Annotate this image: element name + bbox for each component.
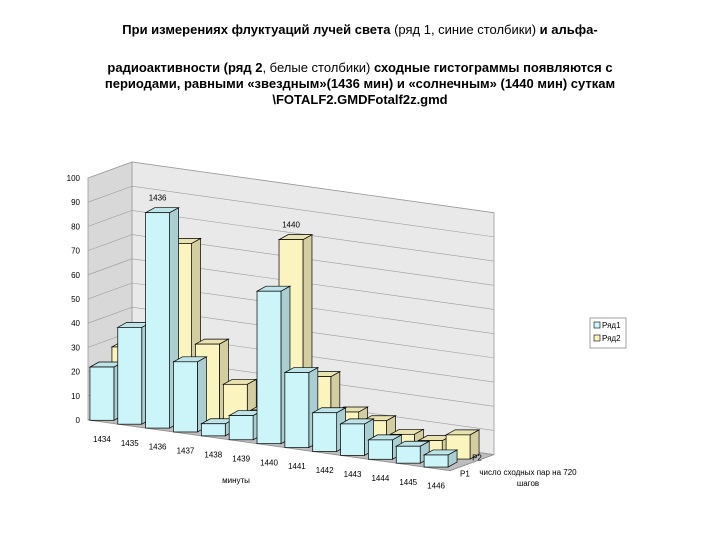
bar-front: [256, 290, 282, 445]
y-tick-label: 100: [67, 174, 81, 183]
bar-front: [423, 454, 449, 468]
gridline: [87, 258, 495, 310]
y-tick-label: 30: [71, 343, 80, 352]
bar-front: [200, 423, 226, 437]
bar-ряд1: [172, 356, 208, 433]
x-tick-label: 1437: [177, 447, 195, 456]
x-tick-label: 1446: [427, 482, 445, 491]
title-line-2: радиоактивности (ряд 2, белые столбики) …: [0, 60, 720, 76]
bar-ряд2: [444, 429, 481, 460]
title-line-1-plain: (ряд 1, синие столбики): [390, 22, 540, 37]
y-tick-label: 80: [71, 222, 80, 231]
y-tick-label: 40: [71, 319, 80, 328]
title-line-1-bold: При измерениях флуктуаций лучей света: [122, 22, 391, 37]
chart-bars: [88, 207, 481, 468]
chart-legend: Ряд1 Ряд2: [589, 317, 627, 349]
bar-ряд1: [283, 366, 320, 449]
x-tick-label: 1445: [399, 478, 417, 487]
bar-front: [312, 412, 338, 452]
y-tick-label: 70: [71, 247, 80, 256]
gridline: [87, 234, 495, 286]
title-line-2-bold-end: сходные гистограммы появляются с: [373, 60, 613, 75]
gridline: [87, 282, 495, 334]
bar-ряд1: [394, 440, 431, 464]
title-line-1-bold-end: и альфа-: [539, 22, 598, 37]
bar-front: [228, 415, 254, 441]
x-tick-label: 1436: [149, 443, 167, 452]
x-tick-label: 1439: [232, 454, 250, 463]
depth-tick-label: P1: [460, 470, 470, 479]
title-line-2-plain: , белые столбики): [262, 60, 374, 75]
title-line-3: периодами, равными «звездным»(1436 мин) …: [104, 76, 616, 91]
annotation-label: 1436: [149, 193, 167, 202]
legend-swatch: [593, 334, 601, 342]
y-tick-label: 60: [71, 271, 80, 280]
x-axis-title: минуты: [222, 476, 250, 485]
bar-front: [173, 361, 198, 433]
x-tick-label: 1443: [344, 470, 362, 479]
bar-front: [117, 327, 143, 425]
gridline: [87, 185, 495, 238]
y-tick-label: 10: [71, 392, 80, 401]
bar-ряд1: [422, 449, 459, 468]
y-tick-label: 20: [71, 368, 80, 377]
x-tick-label: 1435: [121, 439, 139, 448]
chart-title: При измерениях флуктуаций лучей света (р…: [0, 22, 720, 108]
bar-front: [368, 439, 393, 460]
title-line-4: \FOTALF2.GMDFotalf2z.gmd: [272, 92, 448, 107]
legend-swatch: [593, 321, 601, 329]
x-tick-label: 1442: [316, 466, 334, 475]
depth-axis-title-cont: шагов: [517, 479, 539, 488]
bar-front: [340, 423, 365, 456]
bar-side: [197, 356, 207, 433]
legend-label: Ряд2: [602, 334, 621, 343]
y-tick-label: 50: [71, 295, 80, 304]
x-tick-label: 1444: [371, 474, 389, 483]
bar-front: [395, 445, 421, 464]
x-tick-label: 1438: [204, 451, 222, 460]
y-tick-label: 90: [71, 198, 80, 207]
gridline: [87, 306, 495, 359]
gridline: [87, 210, 495, 262]
depth-axis-title: число сходных пар на 720: [479, 468, 577, 477]
title-line-1: При измерениях флуктуаций лучей света (р…: [0, 22, 720, 38]
bar-front: [284, 372, 310, 448]
x-tick-label: 1441: [288, 462, 306, 471]
title-line-2-bold: радиоактивности (ряд 2: [107, 60, 263, 75]
bar-front: [89, 366, 115, 421]
depth-tick-label: P2: [472, 454, 482, 463]
annotation-label: 1440: [282, 220, 300, 229]
legend-label: Ряд1: [602, 321, 621, 330]
gridline: [87, 161, 495, 213]
chart-labels: 0 10 20 30 40 50 60 70 80 90 100 1434 1435 1436 1437 14…: [67, 174, 578, 491]
x-tick-label: 1440: [260, 458, 278, 467]
x-tick-label: 1434: [93, 435, 111, 444]
y-tick-label: 0: [76, 416, 81, 425]
bar-front: [145, 212, 170, 429]
